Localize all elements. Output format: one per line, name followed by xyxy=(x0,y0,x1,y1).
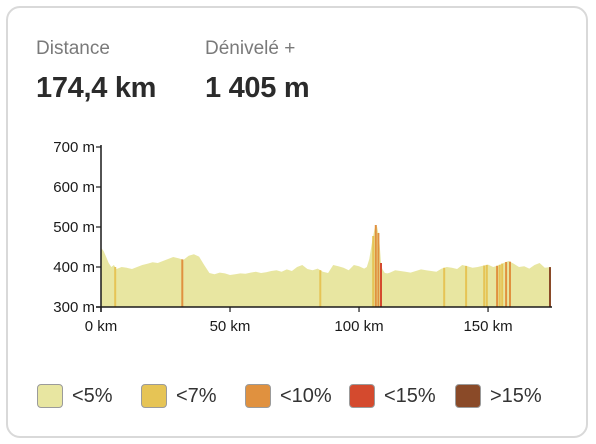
y-tick-label: 400 m xyxy=(53,259,95,276)
legend-item: <15% xyxy=(349,381,436,411)
y-tick-label: 300 m xyxy=(53,299,95,316)
slope-segment xyxy=(443,267,446,307)
elevation-gain-value: 1 405 m xyxy=(205,72,310,104)
y-tick-label: 600 m xyxy=(53,179,95,196)
legend-swatch xyxy=(455,384,481,408)
elevation-gain-label: Dénivelé + xyxy=(205,38,296,59)
legend-swatch xyxy=(37,384,63,408)
legend-swatch xyxy=(245,384,271,408)
slope-segment xyxy=(374,225,377,307)
y-tick-label: 700 m xyxy=(53,139,95,156)
slope-segment xyxy=(496,265,499,307)
legend-swatch xyxy=(141,384,167,408)
legend-label: <5% xyxy=(72,384,113,407)
slope-segment xyxy=(372,236,375,307)
slope-segment xyxy=(498,264,501,307)
legend-label: <10% xyxy=(280,384,332,407)
slope-segment xyxy=(549,267,551,307)
elevation-area xyxy=(101,225,551,307)
x-tick-label: 0 km xyxy=(85,318,118,335)
slope-segment xyxy=(465,265,468,307)
slope-segment xyxy=(319,270,322,307)
slope-segment xyxy=(181,259,184,307)
distance-value: 174,4 km xyxy=(36,72,157,104)
legend-label: >15% xyxy=(490,384,542,407)
chart-axes: 300 m 400 m 500 m 600 m 700 m 0 km 50 km 100 km… xyxy=(53,139,552,335)
slope-segment xyxy=(483,265,486,307)
slope-legend: <5% <7% <10% <15% >15% xyxy=(37,381,567,411)
slope-segment xyxy=(505,262,508,307)
legend-item: <7% xyxy=(141,381,217,411)
x-tick-label: 150 km xyxy=(463,318,512,335)
slope-segment xyxy=(509,261,511,307)
legend-swatch xyxy=(349,384,375,408)
y-tick-label: 500 m xyxy=(53,219,95,236)
elevation-gain-stat: Dénivelé + 1 405 m xyxy=(205,38,310,105)
slope-segment xyxy=(380,263,382,307)
legend-item: <10% xyxy=(245,381,332,411)
slope-segment xyxy=(114,267,117,307)
legend-item: <5% xyxy=(37,381,113,411)
slope-segment xyxy=(377,233,380,307)
slope-segment xyxy=(501,263,504,307)
distance-stat: Distance 174,4 km xyxy=(36,38,156,105)
elevation-card xyxy=(6,6,588,438)
plot-area xyxy=(101,225,551,307)
distance-label: Distance xyxy=(36,38,110,59)
slope-segment xyxy=(485,264,488,307)
x-tick-label: 100 km xyxy=(334,318,383,335)
legend-label: <7% xyxy=(176,384,217,407)
legend-item: >15% xyxy=(455,381,542,411)
legend-label: <15% xyxy=(384,384,436,407)
x-tick-label: 50 km xyxy=(210,318,251,335)
